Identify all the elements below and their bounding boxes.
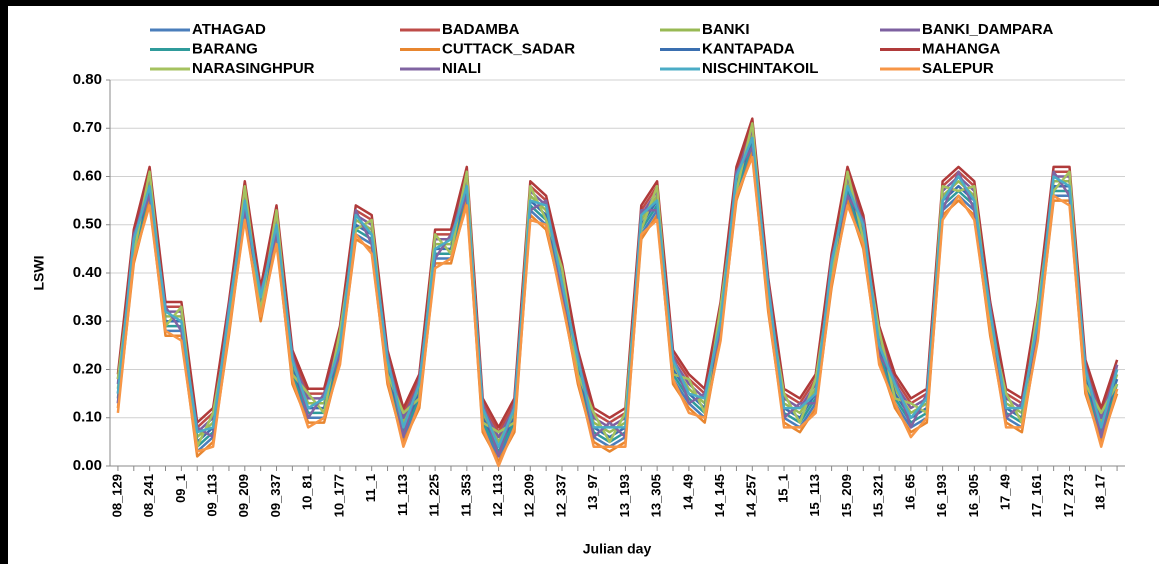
series-line <box>116 117 1119 429</box>
y-tick-label: 0.20 <box>73 360 102 377</box>
x-tick-label: 17_49 <box>997 474 1012 510</box>
x-tick-label: 18_17 <box>1093 474 1108 510</box>
x-tick-label: 11_1 <box>363 474 378 502</box>
x-tick-label: 10_81 <box>300 474 315 510</box>
y-tick-label: 0.60 <box>73 167 102 184</box>
x-tick-label: 08_129 <box>109 474 124 517</box>
legend-label: NARASINGHPUR <box>192 60 315 77</box>
x-tick-label: 13_193 <box>617 474 632 517</box>
x-tick-label: 09_337 <box>268 474 283 517</box>
x-tick-label: 17_161 <box>1029 474 1044 517</box>
y-tick-label: 0.50 <box>73 216 102 233</box>
x-tick-label: 12_113 <box>490 474 505 517</box>
x-tick-label: 09_113 <box>205 474 220 517</box>
x-tick-label: 12_337 <box>553 474 568 517</box>
legend-label: BANKI_DAMPARA <box>922 21 1054 38</box>
legend-label: NISCHINTAKOIL <box>702 60 818 77</box>
series-line <box>116 146 1119 458</box>
legend-label: NIALI <box>442 60 481 77</box>
x-tick-label: 13_97 <box>585 474 600 510</box>
x-tick-label: 11_353 <box>458 474 473 517</box>
frame-left <box>0 0 8 564</box>
y-axis-label: LSWI <box>31 256 47 291</box>
legend-label: ATHAGAD <box>192 21 266 38</box>
legend-label: BADAMBA <box>442 21 520 38</box>
x-tick-label: 12_209 <box>522 474 537 517</box>
legend-label: BANKI <box>702 21 750 38</box>
y-tick-label: 0.10 <box>73 409 102 426</box>
x-tick-label: 15_113 <box>807 474 822 517</box>
x-tick-label: 16_193 <box>934 474 949 517</box>
y-tick-label: 0.80 <box>73 71 102 88</box>
y-tick-label: 0.40 <box>73 264 102 281</box>
x-tick-label: 14_145 <box>712 474 727 517</box>
x-tick-label: 11_225 <box>427 474 442 517</box>
y-tick-label: 0.30 <box>73 312 102 329</box>
x-tick-label: 09_1 <box>173 474 188 503</box>
x-axis-label: Julian day <box>583 541 652 557</box>
x-tick-label: 16_305 <box>966 474 981 517</box>
legend-label: SALEPUR <box>922 60 994 77</box>
y-tick-label: 0.00 <box>73 457 102 474</box>
y-tick-label: 0.70 <box>73 119 102 136</box>
legend-label: BARANG <box>192 40 258 57</box>
x-tick-label: 11_113 <box>395 474 410 516</box>
legend-label: KANTAPADA <box>702 40 795 57</box>
x-tick-label: 13_305 <box>649 474 664 517</box>
x-tick-label: 16_65 <box>902 474 917 510</box>
frame-top <box>0 0 1159 6</box>
x-tick-label: 10_177 <box>331 474 346 517</box>
x-tick-label: 15_1 <box>775 474 790 503</box>
x-tick-label: 15_209 <box>839 474 854 517</box>
x-tick-label: 17_273 <box>1061 474 1076 517</box>
series-line <box>116 155 1119 468</box>
x-tick-label: 14_257 <box>744 474 759 517</box>
series-line <box>116 136 1119 448</box>
x-tick-label: 09_209 <box>236 474 251 517</box>
x-tick-label: 14_49 <box>680 474 695 510</box>
legend-label: CUTTACK_SADAR <box>442 40 575 57</box>
legend-label: MAHANGA <box>922 40 1000 57</box>
x-tick-label: 15_321 <box>871 474 886 517</box>
x-tick-label: 08_241 <box>141 474 156 517</box>
